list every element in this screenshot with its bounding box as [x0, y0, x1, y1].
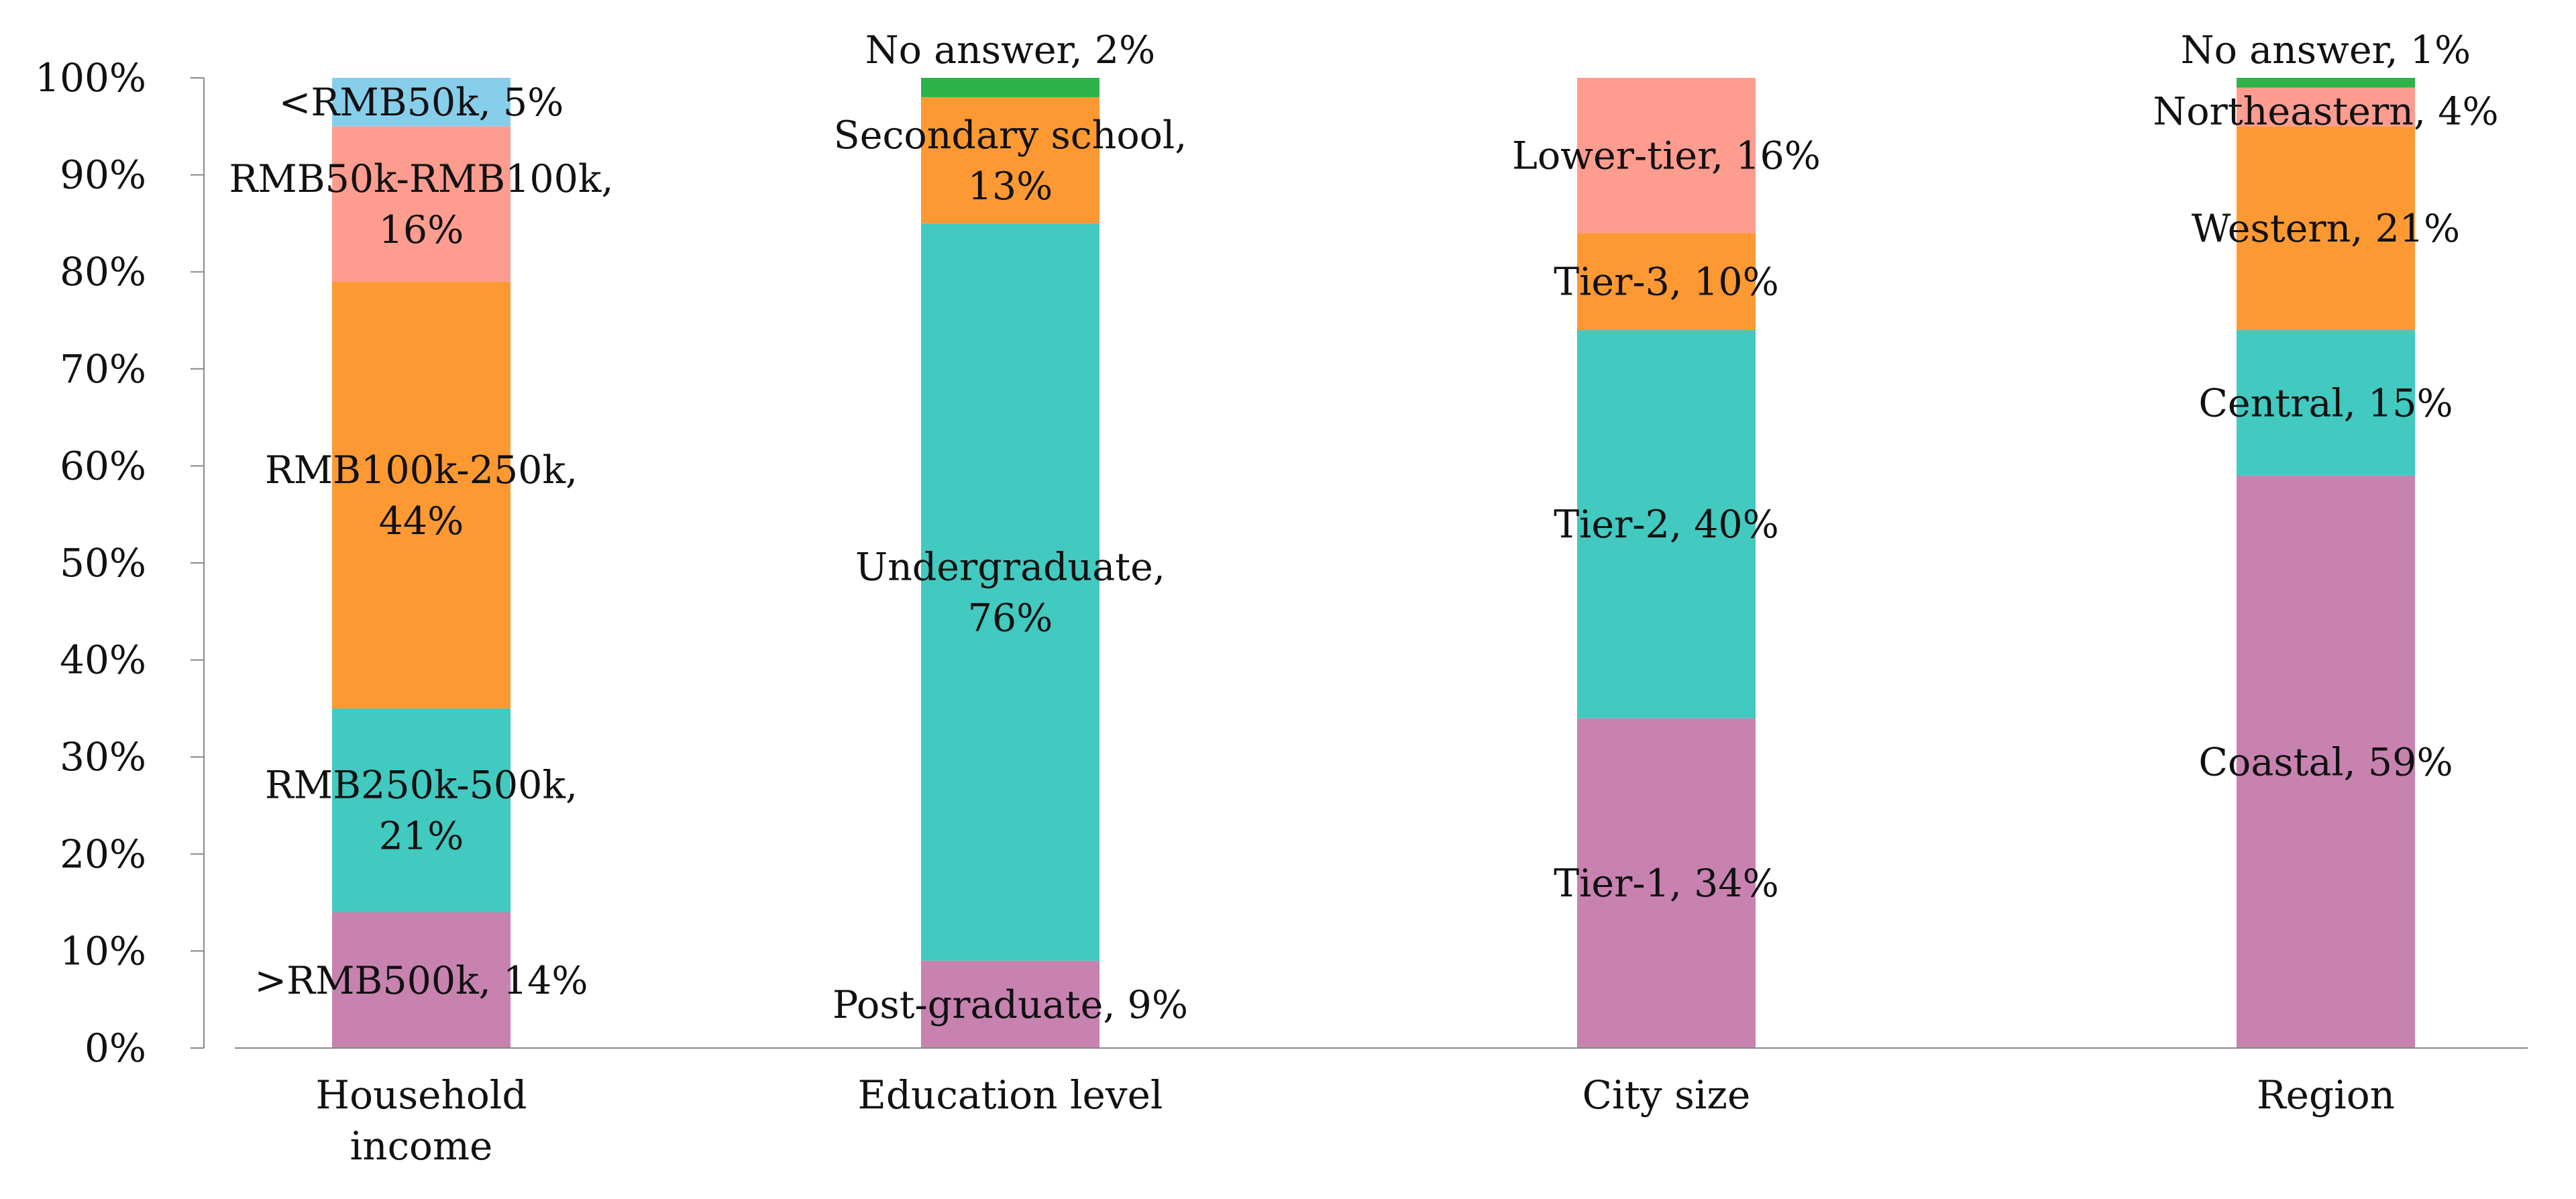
- x-axis: Household income Education level City size R…: [235, 1047, 2528, 1169]
- segment-data-label: Post-graduate, 9%: [833, 983, 1188, 1027]
- bar-segment: [921, 960, 1099, 1048]
- bar-segment: [1577, 78, 1756, 233]
- y-tick-label: 90%: [60, 152, 146, 198]
- bar-segment: [921, 223, 1099, 961]
- y-tick-label: 30%: [60, 734, 146, 780]
- y-tick-label: 80%: [60, 249, 146, 295]
- bar-segment: [2237, 126, 2415, 330]
- y-tick-label: 10%: [60, 928, 146, 974]
- segment-data-label: Tier-3, 10%: [1554, 260, 1779, 305]
- y-axis: 0% 10% 20% 30% 40% 50% 60% 70% 80% 90% 100%: [35, 55, 205, 1071]
- segment-data-label: 44%: [379, 499, 464, 543]
- y-tick-label: 70%: [60, 346, 146, 392]
- y-tick-label: 40%: [60, 637, 146, 683]
- bars: [332, 78, 2415, 1048]
- x-category-label: City size: [1582, 1072, 1751, 1118]
- bar-segment: [332, 78, 511, 127]
- segment-labels: >RMB500k, 14% RMB250k-500k, 21% RMB100k-250…: [229, 28, 2498, 1027]
- x-category-label: Region: [2257, 1072, 2395, 1118]
- segment-data-label: 76%: [968, 596, 1053, 640]
- y-tick-label: 0%: [85, 1025, 146, 1071]
- segment-data-label: Secondary school,: [834, 113, 1187, 158]
- bar-segment: [2237, 78, 2415, 88]
- bar-segment: [332, 281, 511, 709]
- y-tick-label: 50%: [60, 540, 146, 586]
- segment-data-label: No answer, 1%: [2181, 28, 2471, 72]
- segment-data-label: Central, 15%: [2198, 381, 2453, 425]
- segment-data-label: Lower-tier, 16%: [1512, 134, 1821, 178]
- segment-data-label: <RMB50k, 5%: [279, 81, 564, 125]
- y-tick-label: 20%: [60, 831, 146, 877]
- segment-data-label: RMB50k-RMB100k,: [229, 157, 613, 201]
- y-tick-label: 60%: [60, 443, 146, 488]
- segment-data-label: 13%: [968, 164, 1053, 209]
- segment-data-label: RMB250k-500k,: [265, 764, 578, 808]
- segment-data-label: >RMB500k, 14%: [254, 959, 588, 1003]
- bar-segment: [921, 78, 1099, 97]
- segment-data-label: Tier-2, 40%: [1554, 503, 1779, 547]
- segment-data-label: Northeastern, 4%: [2153, 89, 2498, 134]
- x-category-label: Education level: [858, 1072, 1163, 1118]
- segment-data-label: RMB100k-250k,: [265, 448, 578, 492]
- bar-segment: [1577, 718, 1756, 1048]
- bar-segment: [1577, 233, 1756, 330]
- segment-data-label: 16%: [379, 208, 464, 252]
- segment-data-label: Undergraduate,: [855, 545, 1165, 589]
- segment-data-label: Tier-1, 34%: [1554, 862, 1779, 906]
- bar-segment: [332, 126, 511, 282]
- x-category-label: Household: [316, 1072, 527, 1118]
- bar-segment: [2237, 475, 2415, 1048]
- bar-segment: [332, 708, 511, 913]
- segment-data-label: No answer, 2%: [865, 28, 1155, 72]
- segment-data-label: 21%: [379, 815, 464, 859]
- bar-segment: [921, 97, 1099, 223]
- bar-segment: [1577, 329, 1756, 719]
- x-category-label: income: [350, 1123, 493, 1169]
- bar-segment: [2237, 87, 2415, 127]
- bar-segment: [332, 912, 511, 1048]
- y-tick-label: 100%: [35, 55, 146, 101]
- bar-segment: [2237, 329, 2415, 476]
- segment-data-label: Western, 21%: [2192, 207, 2460, 251]
- segment-data-label: Coastal, 59%: [2198, 740, 2453, 784]
